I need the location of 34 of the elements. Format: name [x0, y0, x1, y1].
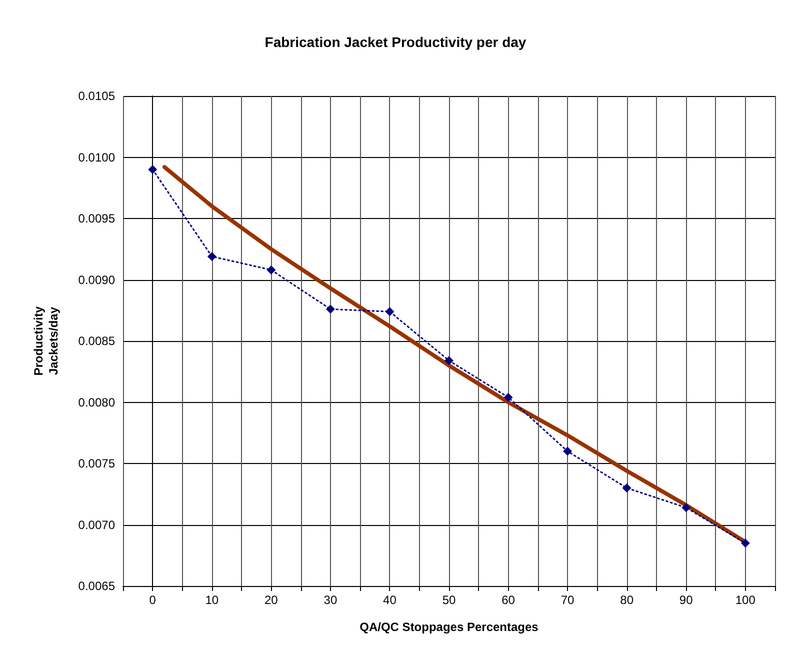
- x-tick-label: 40: [383, 593, 397, 607]
- y-tick-label: 0.0100: [78, 150, 116, 164]
- x-tick-label: 10: [205, 593, 219, 607]
- y-tick-label: 0.0080: [78, 395, 116, 410]
- y-tick-label: 0.0095: [78, 212, 116, 226]
- y-tick-label: 0.0085: [78, 334, 116, 348]
- point: [326, 304, 335, 314]
- x-tick-label: 70: [560, 593, 575, 607]
- point: [504, 392, 513, 402]
- point: [385, 307, 394, 316]
- point: [444, 356, 454, 366]
- x-tick-label: 90: [679, 593, 694, 607]
- point: [740, 538, 750, 548]
- y-tick-label: 0.0075: [78, 456, 116, 470]
- y-axis-title: Productivity Jackets/day: [32, 306, 60, 376]
- x-tick-label: 20: [264, 593, 278, 607]
- point: [266, 265, 276, 274]
- point: [563, 446, 572, 456]
- y-tick-label: 0.0065: [78, 579, 116, 593]
- point: [622, 484, 632, 492]
- x-tick-label: 30: [324, 593, 338, 607]
- x-tick-label: 60: [502, 593, 516, 607]
- chart-title: Fabrication Jacket Productivity per day: [264, 34, 526, 50]
- x-tick-label: 80: [620, 593, 634, 607]
- point: [148, 165, 158, 174]
- y-tick-label: 0.0105: [78, 89, 116, 103]
- x-tick-label: 0: [149, 593, 156, 607]
- x-tick-label: 50: [442, 593, 456, 607]
- point: [207, 252, 216, 261]
- point: [682, 503, 691, 512]
- x-tick-label: 100: [735, 593, 756, 607]
- y-tick-label: 0.0090: [78, 272, 116, 287]
- y-tick-label: 0.0070: [78, 518, 116, 532]
- x-axis-title: QA/QC Stoppages Percentages: [360, 620, 539, 634]
